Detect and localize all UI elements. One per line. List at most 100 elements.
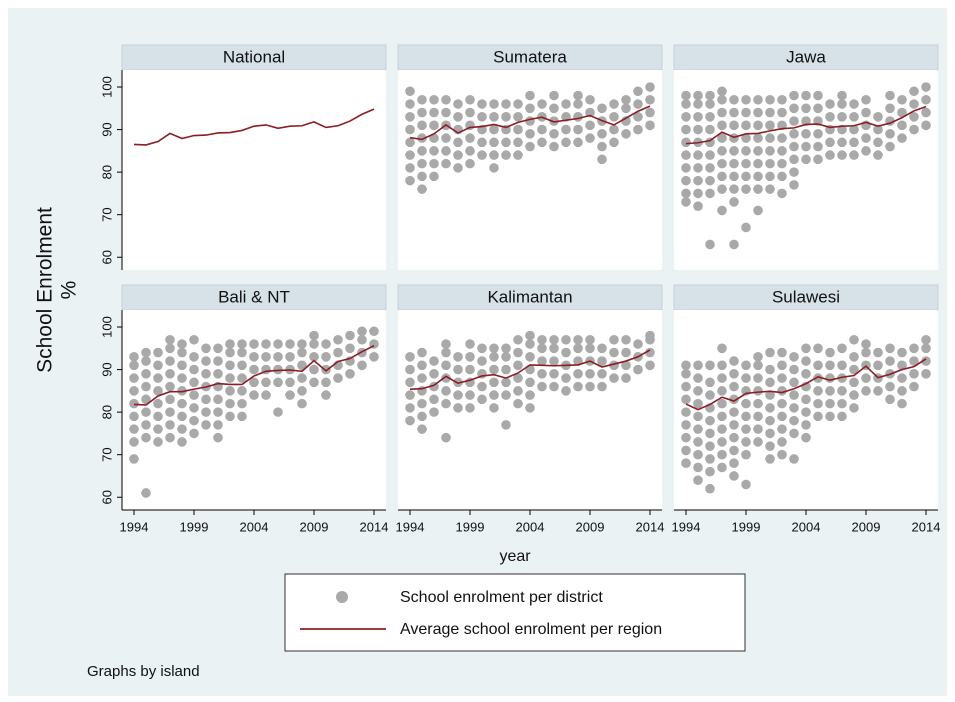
district-dot xyxy=(801,154,811,165)
district-dot xyxy=(825,99,835,109)
district-dot xyxy=(129,424,139,434)
district-dot xyxy=(753,158,763,169)
district-dot xyxy=(165,432,175,443)
district-dot xyxy=(177,411,187,422)
district-dot xyxy=(273,339,283,349)
district-dot xyxy=(453,163,463,173)
district-dot xyxy=(741,133,751,143)
district-dot xyxy=(705,150,715,160)
district-dot xyxy=(429,356,439,366)
y-tick-label: 70 xyxy=(99,447,114,461)
district-dot xyxy=(465,364,475,375)
district-dot xyxy=(549,141,559,152)
district-dot xyxy=(477,381,487,392)
district-dot xyxy=(813,411,823,422)
district-dot xyxy=(225,347,235,358)
district-dot xyxy=(801,432,811,443)
district-dot xyxy=(705,124,715,135)
panel-header xyxy=(397,44,663,71)
district-dot xyxy=(525,90,535,101)
district-dot xyxy=(237,339,247,349)
district-dot xyxy=(405,86,415,97)
district-dot xyxy=(441,432,451,443)
district-dot xyxy=(717,373,727,383)
district-dot xyxy=(921,369,931,379)
district-dot xyxy=(777,347,787,358)
district-dot xyxy=(825,347,835,358)
district-dot xyxy=(501,420,511,430)
district-dot xyxy=(489,137,499,148)
district-dot xyxy=(465,158,475,169)
district-dot xyxy=(897,94,907,105)
district-dot xyxy=(501,343,511,354)
district-dot xyxy=(837,360,847,371)
district-dot xyxy=(801,129,811,139)
district-dot xyxy=(513,398,523,409)
district-dot xyxy=(777,437,787,447)
district-dot xyxy=(681,197,691,207)
district-dot xyxy=(225,339,235,349)
district-dot xyxy=(789,167,799,177)
district-dot xyxy=(561,124,571,135)
district-dot xyxy=(693,175,703,186)
district-dot xyxy=(825,360,835,371)
x-tick-label: 1999 xyxy=(732,519,761,534)
district-dot xyxy=(549,356,559,366)
district-dot xyxy=(681,150,691,160)
district-dot xyxy=(417,411,427,422)
district-dot xyxy=(177,347,187,358)
district-dot xyxy=(453,352,463,362)
district-dot xyxy=(765,158,775,169)
district-dot xyxy=(789,454,799,464)
district-dot xyxy=(801,343,811,354)
district-dot xyxy=(693,424,703,434)
y-tick-label: 80 xyxy=(99,165,114,179)
district-dot xyxy=(417,347,427,358)
district-dot xyxy=(609,137,619,148)
district-dot xyxy=(177,437,187,447)
district-dot xyxy=(729,197,739,207)
district-dot xyxy=(849,150,859,160)
x-tick-label: 2004 xyxy=(516,519,545,534)
district-dot xyxy=(477,150,487,160)
district-dot xyxy=(189,352,199,362)
district-dot xyxy=(897,133,907,143)
district-dot xyxy=(153,347,163,358)
district-dot xyxy=(489,403,499,413)
district-dot xyxy=(681,432,691,443)
district-dot xyxy=(561,386,571,396)
district-dot xyxy=(813,154,823,165)
district-dot xyxy=(237,347,247,358)
district-dot xyxy=(909,369,919,379)
district-dot xyxy=(813,103,823,114)
district-dot xyxy=(585,133,595,143)
district-dot xyxy=(513,112,523,122)
district-dot xyxy=(549,129,559,139)
district-dot xyxy=(345,330,355,341)
district-dot xyxy=(873,137,883,148)
district-dot xyxy=(645,360,655,371)
district-dot xyxy=(405,150,415,160)
district-dot xyxy=(405,352,415,362)
district-dot xyxy=(717,171,727,182)
district-dot xyxy=(849,390,859,400)
district-dot xyxy=(189,334,199,345)
district-dot xyxy=(729,94,739,105)
district-dot xyxy=(789,352,799,362)
district-dot xyxy=(453,403,463,413)
district-dot xyxy=(753,424,763,434)
district-dot xyxy=(417,373,427,383)
district-dot xyxy=(717,146,727,156)
district-dot xyxy=(441,107,451,118)
district-dot xyxy=(225,398,235,409)
plot-area xyxy=(674,70,938,270)
district-dot xyxy=(789,415,799,426)
district-dot xyxy=(753,171,763,182)
district-dot xyxy=(837,373,847,383)
district-dot xyxy=(813,141,823,152)
x-tick-label: 2004 xyxy=(240,519,269,534)
district-dot xyxy=(453,390,463,400)
district-dot xyxy=(585,94,595,105)
panel-title: Sumatera xyxy=(493,47,567,66)
